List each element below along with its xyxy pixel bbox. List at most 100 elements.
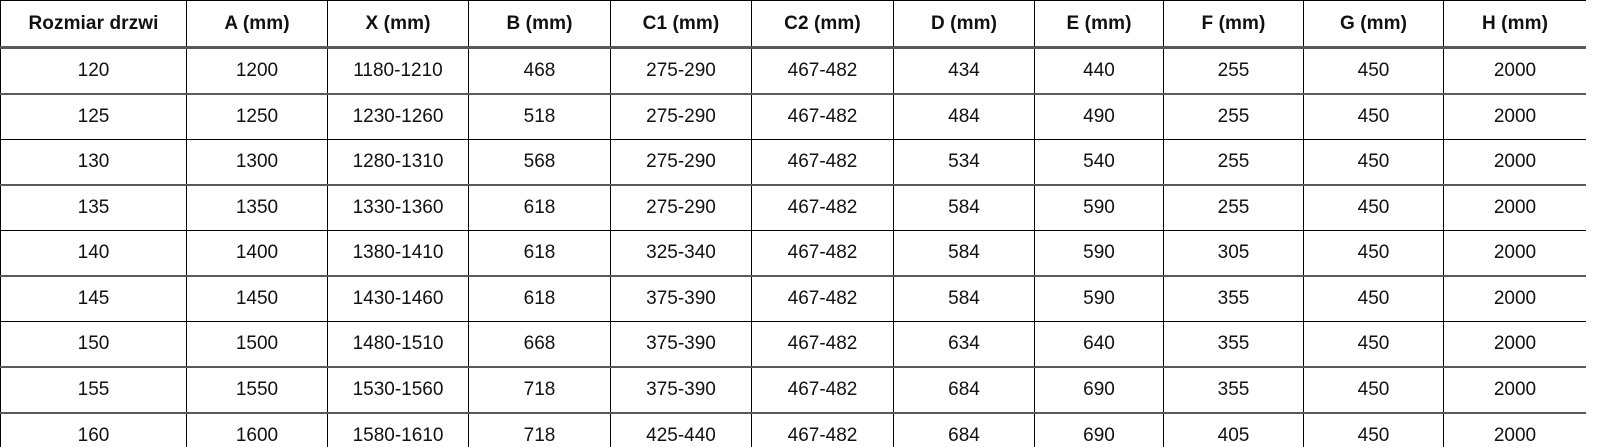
cell-a: 1550 [186,366,328,414]
cell-x: 1230-1260 [327,93,469,140]
cell-a: 1300 [186,139,328,186]
table-header-row: Rozmiar drzwi A (mm) X (mm) B (mm) C1 (mm) C2… [0,0,1586,49]
cell-h: 2000 [1443,139,1586,186]
cell-a: 1450 [186,275,328,322]
cell-f: 405 [1163,412,1304,447]
column-header-c2: C2 (mm) [751,0,894,49]
cell-b: 568 [468,139,611,186]
cell-x: 1180-1210 [327,47,469,95]
cell-b: 618 [468,230,611,277]
cell-c1: 275-290 [610,93,752,140]
table-row: 145 1450 1430-1460 618 375-390 467-482 584 590 3… [0,275,1586,322]
cell-c2: 467-482 [751,366,894,414]
cell-d: 534 [893,139,1035,186]
cell-a: 1500 [186,321,328,368]
table-row: 130 1300 1280-1310 568 275-290 467-482 534 540 2… [0,139,1586,186]
cell-b: 618 [468,275,611,322]
column-header-a: A (mm) [186,0,328,49]
column-header-b: B (mm) [468,0,611,49]
column-header-x: X (mm) [327,0,469,49]
cell-f: 255 [1163,139,1304,186]
cell-e: 490 [1034,93,1164,140]
table-row: 135 1350 1330-1360 618 275-290 467-482 584 590 2… [0,184,1586,231]
column-header-g: G (mm) [1303,0,1444,49]
cell-c2: 467-482 [751,139,894,186]
cell-x: 1580-1610 [327,412,469,447]
cell-c1: 375-390 [610,321,752,368]
cell-f: 255 [1163,184,1304,231]
cell-b: 518 [468,93,611,140]
cell-g: 450 [1303,412,1444,447]
cell-size: 160 [0,412,187,447]
cell-x: 1480-1510 [327,321,469,368]
table-row: 125 1250 1230-1260 518 275-290 467-482 484 490 2… [0,93,1586,140]
cell-f: 355 [1163,321,1304,368]
column-header-e: E (mm) [1034,0,1164,49]
cell-x: 1380-1410 [327,230,469,277]
cell-c1: 275-290 [610,184,752,231]
cell-f: 305 [1163,230,1304,277]
cell-d: 684 [893,412,1035,447]
cell-c2: 467-482 [751,275,894,322]
cell-d: 584 [893,184,1035,231]
column-header-f: F (mm) [1163,0,1304,49]
cell-a: 1400 [186,230,328,277]
column-header-h: H (mm) [1443,0,1586,49]
cell-b: 718 [468,366,611,414]
cell-a: 1200 [186,47,328,95]
cell-c1: 425-440 [610,412,752,447]
cell-d: 684 [893,366,1035,414]
cell-a: 1350 [186,184,328,231]
cell-g: 450 [1303,184,1444,231]
table-header: Rozmiar drzwi A (mm) X (mm) B (mm) C1 (mm) C2… [0,0,1586,49]
cell-x: 1280-1310 [327,139,469,186]
cell-g: 450 [1303,47,1444,95]
table-row: 140 1400 1380-1410 618 325-340 467-482 584 590 3… [0,230,1586,277]
cell-f: 255 [1163,47,1304,95]
cell-c1: 375-390 [610,366,752,414]
cell-h: 2000 [1443,184,1586,231]
cell-g: 450 [1303,139,1444,186]
cell-g: 450 [1303,366,1444,414]
cell-c1: 375-390 [610,275,752,322]
cell-size: 130 [0,139,187,186]
cell-c1: 275-290 [610,47,752,95]
cell-h: 2000 [1443,93,1586,140]
cell-a: 1600 [186,412,328,447]
cell-h: 2000 [1443,275,1586,322]
cell-e: 590 [1034,275,1164,322]
cell-size: 125 [0,93,187,140]
cell-d: 434 [893,47,1035,95]
cell-f: 355 [1163,366,1304,414]
cell-g: 450 [1303,275,1444,322]
cell-a: 1250 [186,93,328,140]
table-body: 120 1200 1180-1210 468 275-290 467-482 434 440 2… [0,47,1586,447]
cell-size: 135 [0,184,187,231]
cell-h: 2000 [1443,412,1586,447]
cell-c1: 275-290 [610,139,752,186]
cell-d: 484 [893,93,1035,140]
cell-x: 1530-1560 [327,366,469,414]
cell-h: 2000 [1443,47,1586,95]
cell-g: 450 [1303,93,1444,140]
column-header-size: Rozmiar drzwi [0,0,187,49]
cell-e: 440 [1034,47,1164,95]
column-header-c1: C1 (mm) [610,0,752,49]
cell-e: 640 [1034,321,1164,368]
cell-c2: 467-482 [751,230,894,277]
cell-c2: 467-482 [751,321,894,368]
cell-size: 150 [0,321,187,368]
table-row: 160 1600 1580-1610 718 425-440 467-482 684 690 4… [0,412,1586,447]
cell-c2: 467-482 [751,184,894,231]
cell-c2: 467-482 [751,412,894,447]
cell-e: 590 [1034,184,1164,231]
cell-size: 120 [0,47,187,95]
cell-c2: 467-482 [751,93,894,140]
cell-b: 468 [468,47,611,95]
cell-h: 2000 [1443,230,1586,277]
cell-size: 155 [0,366,187,414]
cell-c2: 467-482 [751,47,894,95]
cell-f: 355 [1163,275,1304,322]
